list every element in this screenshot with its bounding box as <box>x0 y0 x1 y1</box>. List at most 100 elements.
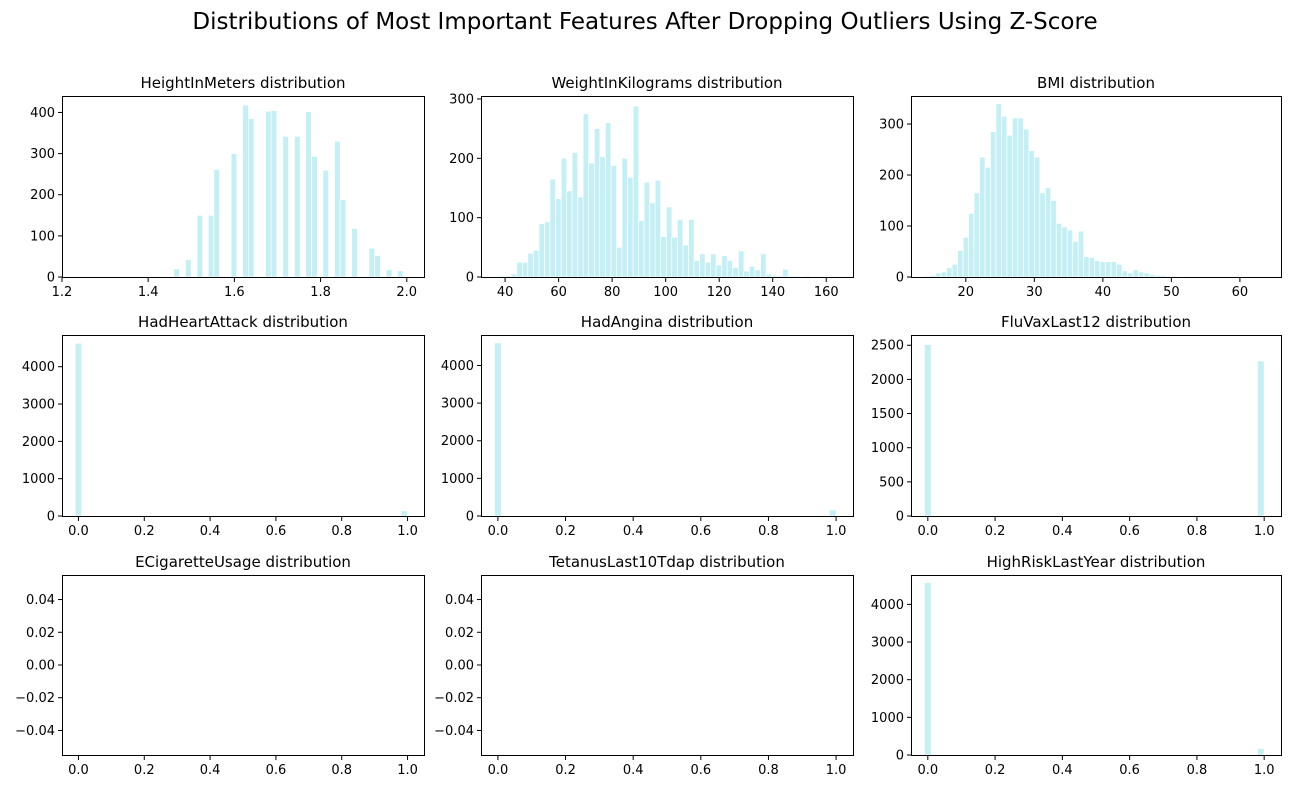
histogram-bar <box>527 252 534 278</box>
figure-title: Distributions of Most Important Features… <box>192 9 1097 35</box>
histogram-bar <box>632 105 640 278</box>
x-tick-label: 0.8 <box>758 524 779 539</box>
histogram-bar <box>940 271 947 278</box>
x-tick-label: 0.8 <box>1187 763 1208 778</box>
histogram-bar <box>1143 272 1150 278</box>
histogram-bar <box>185 259 192 278</box>
histogram-bar <box>544 221 551 278</box>
histogram-bar <box>649 202 656 278</box>
histogram-bar <box>400 510 408 517</box>
histogram-bar <box>760 253 767 278</box>
x-tick-label: 0.0 <box>68 524 89 539</box>
histogram-bar <box>721 255 728 278</box>
histogram-bar <box>322 169 329 278</box>
x-tick-label: 0.6 <box>1119 763 1140 778</box>
x-tick-label: 0.0 <box>68 763 89 778</box>
histogram-bar <box>962 236 969 278</box>
histogram-bar <box>693 260 700 278</box>
axes-frame <box>481 335 854 517</box>
x-tick-label: 60 <box>1232 285 1249 300</box>
x-tick-label: 30 <box>1026 285 1043 300</box>
axes-frame <box>911 96 1282 278</box>
subplot: BMI distribution 20 30 40 50 60 0 100 200 300 <box>879 74 1282 300</box>
y-tick-label: 4000 <box>441 359 474 374</box>
x-tick-label: 0.8 <box>1187 524 1208 539</box>
y-tick-label: 200 <box>879 169 904 184</box>
x-tick-label: 0.2 <box>985 763 1006 778</box>
histogram-bar <box>979 156 986 278</box>
histogram-bar <box>1088 257 1095 278</box>
x-tick-label: 0.8 <box>331 763 352 778</box>
histogram-bar <box>173 268 180 278</box>
histogram-bar <box>1039 192 1046 278</box>
histogram-bar <box>946 267 953 278</box>
y-tick-label: 2000 <box>441 434 474 449</box>
histogram-bar <box>726 260 734 278</box>
subplot: TetanusLast10Tdap distribution 0.0 0.2 0.4 0… <box>434 553 854 778</box>
histogram-bar <box>643 181 651 278</box>
histogram-bar <box>555 198 562 278</box>
y-tick-label: 0.02 <box>445 626 474 641</box>
histogram-bar <box>787 275 795 278</box>
x-tick-label: 2.0 <box>396 285 417 300</box>
histogram-bar <box>924 582 932 756</box>
y-tick-label: 4000 <box>22 360 55 375</box>
y-tick-label: 3000 <box>871 636 904 651</box>
x-tick-label: 1.8 <box>310 285 331 300</box>
histogram-bar <box>710 253 717 278</box>
y-tick-label: 200 <box>449 152 474 167</box>
histogram-bar <box>832 276 839 278</box>
y-tick-label: 200 <box>30 188 55 203</box>
y-tick-label: 2000 <box>871 673 904 688</box>
histogram-bar <box>929 275 937 278</box>
y-tick-label: 2500 <box>871 339 904 354</box>
histogram-bar <box>339 199 347 278</box>
histogram-bar <box>995 103 1002 278</box>
histogram-bar <box>1055 223 1063 278</box>
x-tick-label: 20 <box>958 285 975 300</box>
histogram-bar <box>621 157 628 278</box>
histogram-bar <box>654 179 662 278</box>
y-tick-label: 3000 <box>441 397 474 412</box>
histogram-bar <box>1116 263 1123 278</box>
x-tick-label: 0.2 <box>555 763 576 778</box>
histogram-bar <box>1012 117 1019 278</box>
x-tick-label: 40 <box>1095 285 1112 300</box>
histogram-bar <box>1050 200 1057 278</box>
histogram-bar <box>1044 187 1052 278</box>
y-tick-label: 0.04 <box>445 593 474 608</box>
histogram-bar <box>776 275 784 278</box>
histogram-bar <box>560 157 568 278</box>
x-tick-label: 0.6 <box>690 524 711 539</box>
x-tick-label: 1.0 <box>397 763 418 778</box>
y-tick-label: 1000 <box>441 472 474 487</box>
x-tick-label: 1.0 <box>826 524 847 539</box>
histogram-bar <box>1033 156 1041 278</box>
histogram-bar <box>1017 117 1024 278</box>
histogram-bar <box>305 111 312 278</box>
histogram-bar <box>196 214 204 278</box>
histogram-bar <box>374 255 381 278</box>
x-tick-label: 40 <box>497 285 514 300</box>
y-tick-label: 0 <box>896 749 904 764</box>
histogram-bar <box>505 275 512 278</box>
x-tick-label: 50 <box>1163 285 1180 300</box>
histogram-bar <box>74 342 83 517</box>
y-tick-label: 300 <box>879 118 904 133</box>
x-tick-label: 1.6 <box>224 285 245 300</box>
subplot-title: BMI distribution <box>1037 74 1155 92</box>
x-tick-label: 0.4 <box>623 763 644 778</box>
y-tick-label: 0.00 <box>445 659 474 674</box>
histogram-bar <box>1257 748 1265 756</box>
histogram-bar <box>294 135 301 278</box>
subplot: HadAngina distribution 0.0 0.2 0.4 0.6 0.8 1.0… <box>441 313 854 539</box>
histogram-bar <box>1072 240 1079 278</box>
histogram-bar <box>754 269 761 278</box>
x-tick-label: 0.2 <box>134 763 155 778</box>
x-tick-label: 1.2 <box>52 285 73 300</box>
histogram-bar <box>247 118 255 278</box>
y-tick-label: 1000 <box>22 472 55 487</box>
x-tick-label: 1.0 <box>1254 763 1275 778</box>
subplot-title: ECigaretteUsage distribution <box>135 553 351 571</box>
y-tick-label: 4000 <box>871 598 904 613</box>
